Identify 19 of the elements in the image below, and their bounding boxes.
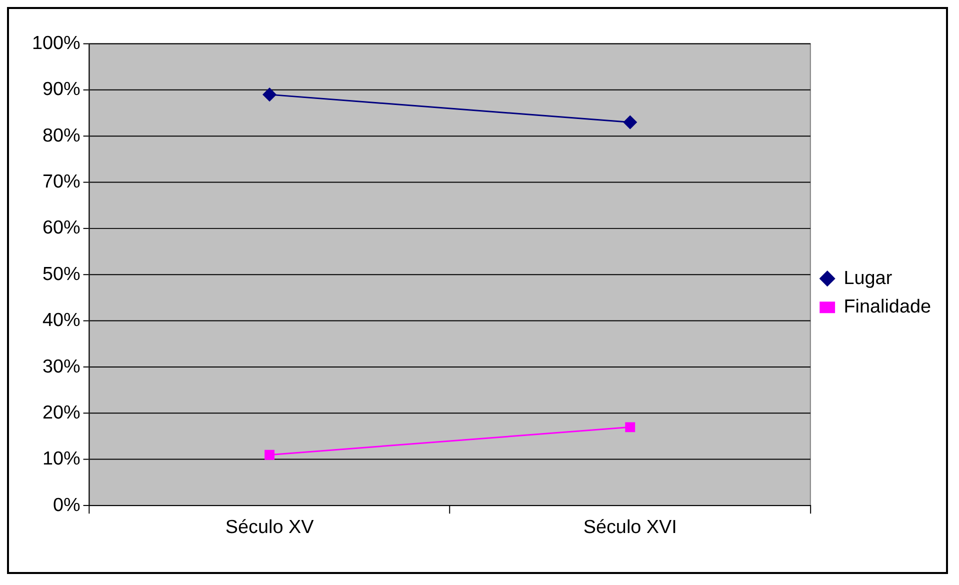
y-tick-label: 40%: [42, 310, 81, 332]
y-tick-label: 10%: [42, 448, 81, 470]
y-tick-label: 60%: [42, 218, 81, 239]
point: [625, 422, 636, 432]
y-tick-label: 100%: [32, 32, 80, 54]
point: [264, 450, 275, 460]
x-tick-label: Século XV: [225, 517, 314, 538]
y-tick-label: 80%: [42, 125, 81, 146]
y-tick-label: 30%: [42, 356, 81, 378]
y-tick-label: 90%: [42, 79, 81, 100]
y-tick-label: 50%: [42, 264, 81, 285]
legend-label: Lugar: [844, 268, 892, 289]
point: [262, 88, 276, 102]
y-tick-label: 20%: [42, 402, 81, 424]
y-tick-label: 0%: [52, 494, 81, 516]
point: [623, 116, 637, 129]
x-tick-label: Século XVI: [583, 517, 677, 538]
y-tick-label: 70%: [42, 172, 81, 193]
legend-label: Finalidade: [844, 296, 931, 318]
